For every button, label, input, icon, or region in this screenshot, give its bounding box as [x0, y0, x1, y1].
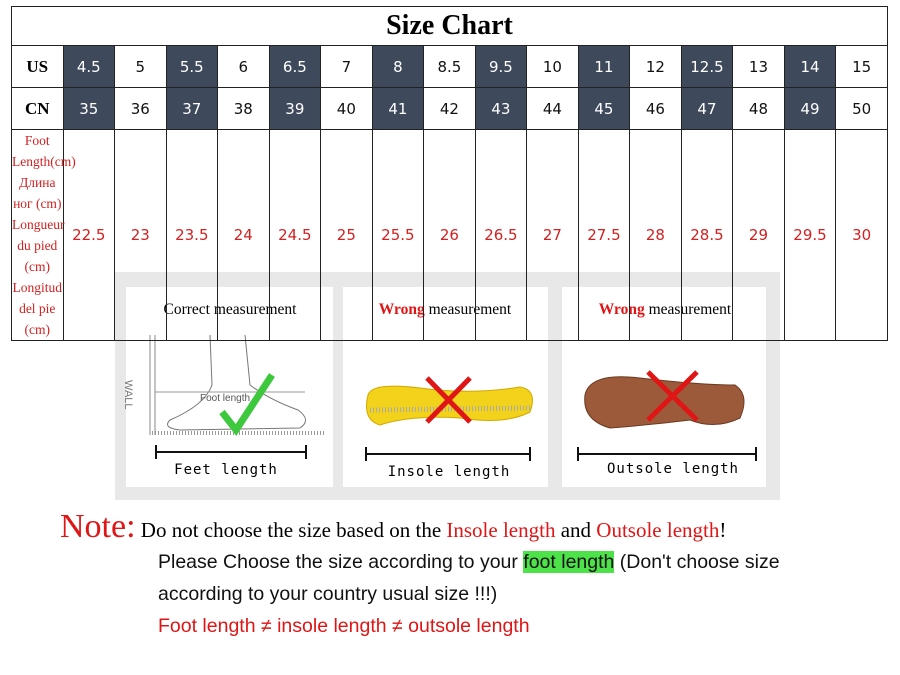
size-cell: 22.5: [62, 129, 116, 341]
note-line: Note: Do not choose the size based on th…: [60, 508, 726, 546]
caption: Feet length: [174, 462, 278, 478]
size-table: Size Chart US 4.5 5 5.5 6 6.5 7 8 8.5 9.5 10 11 12 12…: [11, 6, 888, 341]
insole: [366, 385, 533, 426]
size-cell: 23: [114, 129, 167, 341]
row-label-line: CN: [24, 98, 50, 118]
size-cell: 5: [114, 45, 167, 88]
size-cell: 26: [423, 129, 476, 341]
size-cell: 39: [268, 87, 322, 130]
size-cell: 38: [217, 87, 270, 130]
size-cell: 48: [732, 87, 785, 130]
size-cell: 27: [526, 129, 579, 341]
size-cell: 8: [371, 45, 425, 88]
row-label-line: Foot Length(cm): [12, 133, 76, 169]
size-cell: 10: [526, 45, 579, 88]
table-row: CN 35 36 37 38 39 40 41 42 43 44 45 46 47 48 49 50: [11, 87, 888, 130]
row-label: Foot Length(cm) Длина ног (cm) Longueur du…: [11, 129, 76, 341]
size-cell: 37: [165, 87, 219, 130]
size-cell: 6.5: [268, 45, 322, 88]
size-cell: 9.5: [474, 45, 528, 88]
size-cell: 29: [732, 129, 785, 341]
size-cell: 50: [835, 87, 888, 130]
size-cell: 35: [62, 87, 116, 130]
cross: [646, 370, 699, 422]
size-cell: 26.5: [474, 129, 528, 341]
note-text: Do not choose the size based on the: [140, 518, 447, 542]
size-cell: 29.5: [783, 129, 837, 341]
note-text: (Don't choose size: [614, 551, 780, 573]
caption: Insole length: [388, 464, 511, 480]
size-cell: 44: [526, 87, 579, 130]
note-text: Insole length: [446, 518, 556, 542]
size-cell: 28: [629, 129, 682, 341]
note-label: Note:: [60, 508, 136, 545]
size-cell: 13: [732, 45, 785, 88]
size-cell: 42: [423, 87, 476, 130]
size-cell: 25: [320, 129, 373, 341]
size-cell: 7: [320, 45, 373, 88]
size-cell: 30: [835, 129, 888, 341]
note-line: Please Choose the size according to your…: [158, 551, 780, 574]
size-cell: 15: [835, 45, 888, 88]
size-cell: 41: [371, 87, 425, 130]
table-row: Foot Length(cm) Длина ног (cm) Longueur du…: [11, 129, 888, 341]
size-cell: 45: [577, 87, 631, 130]
size-cell: 24.5: [268, 129, 322, 341]
row-label-line: Длина ног (cm): [13, 175, 62, 211]
size-cell: 12: [629, 45, 682, 88]
note-text: Please Choose the size according to your: [158, 551, 524, 573]
caption: Outsole length: [607, 461, 739, 477]
row-label: CN: [11, 87, 64, 130]
measure-lines: [155, 445, 757, 461]
size-cell: 25.5: [371, 129, 425, 341]
size-cell: 23.5: [165, 129, 219, 341]
table-body: Size Chart US 4.5 5 5.5 6 6.5 7 8 8.5 9.5 10 11 12 12…: [11, 6, 888, 341]
note-line: according to your country usual size !!!…: [158, 583, 498, 605]
note-text: !: [719, 518, 727, 542]
row-label-line: Longitud del pie (cm): [12, 280, 63, 337]
note-line: Foot length ≠ insole length ≠ outsole le…: [158, 615, 530, 637]
size-cell: 12.5: [680, 45, 734, 88]
size-cell: 43: [474, 87, 528, 130]
note-text: Outsole length: [596, 518, 720, 542]
size-cell: 6: [217, 45, 270, 88]
table-title: Size Chart: [11, 6, 888, 46]
size-cell: 46: [629, 87, 682, 130]
row-label-line: US: [26, 56, 49, 76]
note-highlight: foot length: [523, 551, 615, 573]
title-row: Size Chart: [11, 6, 888, 46]
size-cell: 4.5: [62, 45, 116, 88]
size-cell: 40: [320, 87, 373, 130]
size-cell: 47: [680, 87, 734, 130]
wall-label: WALL: [122, 380, 134, 410]
cross: [425, 376, 472, 424]
foot-label: Foot length: [200, 393, 250, 404]
row-label-line: Longueur du pied (cm): [12, 217, 65, 274]
size-cell: 14: [783, 45, 837, 88]
note-text: and: [555, 518, 597, 542]
size-cell: 5.5: [165, 45, 219, 88]
size-cell: 49: [783, 87, 837, 130]
table-row: US 4.5 5 5.5 6 6.5 7 8 8.5 9.5 10 11 12 12.5 13 14 15: [11, 45, 888, 88]
size-cell: 28.5: [680, 129, 734, 341]
size-cell: 8.5: [423, 45, 476, 88]
size-cell: 36: [114, 87, 167, 130]
check-mark: [219, 373, 275, 437]
size-cell: 11: [577, 45, 631, 88]
row-label: US: [11, 45, 64, 88]
size-cell: 24: [217, 129, 270, 341]
size-cell: 27.5: [577, 129, 631, 341]
